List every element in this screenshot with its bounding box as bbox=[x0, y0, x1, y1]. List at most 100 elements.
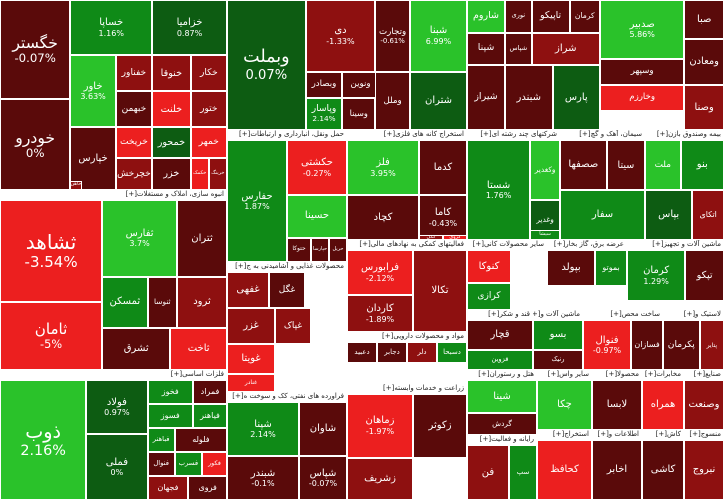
stock-tile[interactable]: ثمسکن bbox=[102, 276, 148, 328]
stock-tile[interactable]: حتوکا bbox=[287, 237, 311, 262]
sector-header[interactable]: استخراج[+] bbox=[537, 430, 592, 440]
stock-tile[interactable]: غگل bbox=[269, 272, 305, 308]
stock-tile[interactable]: شراز bbox=[531, 32, 600, 65]
stock-tile[interactable]: خزامیا 0.87% bbox=[152, 0, 227, 56]
stock-tile[interactable]: شاروم bbox=[467, 0, 505, 33]
stock-tile[interactable]: پکرمان bbox=[663, 320, 700, 370]
stock-tile[interactable]: غنادر bbox=[227, 374, 275, 392]
expand-marker[interactable]: [+] bbox=[472, 240, 484, 248]
stock-tile[interactable]: فلز 3.95% bbox=[347, 140, 419, 195]
stock-tile[interactable]: فلوله bbox=[174, 428, 227, 452]
stock-tile[interactable]: قچار bbox=[467, 320, 533, 350]
stock-tile[interactable]: نبروج bbox=[684, 440, 724, 500]
stock-tile[interactable]: وتجارت -0.61% bbox=[375, 0, 410, 72]
stock-tile[interactable]: ملت bbox=[645, 140, 681, 190]
stock-tile[interactable]: خنوقا bbox=[152, 55, 191, 92]
sector-header[interactable]: لاستیک و[+] bbox=[663, 310, 724, 320]
sector-header[interactable]: منسوج[+] bbox=[684, 430, 724, 440]
stock-tile[interactable]: غزر bbox=[227, 308, 275, 344]
stock-tile[interactable]: فملی 0% bbox=[86, 434, 148, 500]
sector-header[interactable]: انبوه سازی، املاک و مستغلات[+] bbox=[0, 190, 227, 200]
expand-marker[interactable]: [+] bbox=[479, 435, 492, 443]
stock-tile[interactable]: شتران bbox=[410, 71, 467, 130]
stock-tile[interactable]: شپنا 2.14% bbox=[227, 402, 299, 456]
stock-tile[interactable]: ونوین bbox=[342, 71, 379, 98]
sector-header[interactable]: کاش[+] bbox=[642, 430, 684, 440]
stock-tile[interactable]: شاوان bbox=[299, 402, 347, 456]
sector-header[interactable]: سیمان، آهک و گچ[+] bbox=[560, 130, 645, 140]
stock-tile[interactable]: کرمان 1.29% bbox=[627, 250, 686, 301]
stock-tile[interactable]: دسبحا bbox=[437, 342, 467, 363]
expand-marker[interactable]: [+] bbox=[488, 310, 500, 318]
stock-tile[interactable]: ختور bbox=[190, 91, 227, 128]
sector-header[interactable]: مواد و محصولات دارویی[+] bbox=[347, 332, 467, 342]
stock-tile[interactable]: لابسا bbox=[592, 380, 642, 430]
expand-marker[interactable]: [+] bbox=[644, 370, 657, 378]
stock-tile[interactable]: خساپا 1.16% bbox=[70, 0, 153, 56]
stock-tile[interactable]: کروی bbox=[443, 235, 467, 240]
expand-marker[interactable]: [+] bbox=[359, 240, 371, 248]
stock-tile[interactable]: غپاک bbox=[275, 308, 311, 344]
stock-tile[interactable]: دعبید bbox=[347, 342, 377, 363]
sector-header[interactable]: استخراج کانه های فلزی[+] bbox=[347, 130, 467, 140]
sector-header[interactable]: محصولات غذایی و آشامیدنی به ج[+] bbox=[227, 262, 347, 272]
stock-tile[interactable]: کنوکا bbox=[467, 250, 511, 283]
stock-tile[interactable]: خاور 3.63% bbox=[70, 55, 116, 128]
stock-tile[interactable]: ثتران bbox=[177, 200, 227, 277]
expand-marker[interactable]: [+] bbox=[547, 370, 560, 378]
stock-tile[interactable]: ثنوسا bbox=[147, 276, 178, 328]
stock-tile[interactable]: وملل bbox=[375, 71, 410, 130]
sector-header[interactable]: بیمه وصندوق بازن[+] bbox=[645, 130, 724, 140]
stock-tile[interactable]: زشریف bbox=[347, 457, 413, 500]
stock-tile[interactable]: حپارسا bbox=[311, 237, 329, 262]
stock-tile[interactable]: سیتا bbox=[606, 140, 645, 190]
sector-header[interactable]: ماشین آلات و[+] bbox=[533, 310, 583, 320]
stock-tile[interactable]: خریخت bbox=[115, 127, 153, 158]
stock-tile[interactable]: ثامان -5% bbox=[0, 302, 103, 370]
stock-tile[interactable]: دجابر bbox=[377, 342, 407, 363]
sector-header[interactable]: ساخت محص[+] bbox=[583, 310, 663, 320]
stock-tile[interactable]: کگل bbox=[419, 235, 443, 240]
sector-header[interactable]: اطلاعات و[+] bbox=[592, 430, 642, 440]
stock-tile[interactable]: شستا 1.76% bbox=[467, 140, 531, 240]
stock-tile[interactable]: خفناور bbox=[115, 55, 153, 92]
expand-marker[interactable]: [+] bbox=[125, 190, 137, 198]
stock-tile[interactable]: شپاس -0.07% bbox=[299, 455, 347, 500]
stock-tile[interactable]: خاهن bbox=[70, 180, 82, 190]
stock-tile[interactable]: فجهان bbox=[147, 476, 189, 500]
stock-tile[interactable]: کاشی bbox=[642, 440, 684, 500]
expand-marker[interactable]: [+] bbox=[605, 370, 618, 378]
stock-tile[interactable]: ثرود bbox=[177, 276, 227, 328]
stock-tile[interactable]: کچاد bbox=[347, 195, 419, 240]
stock-tile[interactable]: شیراز bbox=[467, 65, 505, 130]
sector-header[interactable]: قند و شکر[+] bbox=[467, 310, 533, 320]
stock-tile[interactable]: اخابر bbox=[592, 440, 642, 500]
stock-tile[interactable]: فکور bbox=[202, 452, 227, 476]
stock-tile[interactable]: چکا bbox=[537, 380, 592, 430]
expand-marker[interactable]: [+] bbox=[383, 130, 396, 138]
stock-tile[interactable]: ثاخت bbox=[170, 327, 227, 370]
stock-tile[interactable]: صصفها bbox=[560, 140, 607, 190]
stock-tile[interactable]: خرینگ bbox=[208, 157, 227, 190]
expand-marker[interactable]: [+] bbox=[610, 310, 622, 318]
stock-tile[interactable]: فباهنر bbox=[147, 428, 175, 452]
stock-tile[interactable]: خمهر bbox=[190, 127, 227, 158]
stock-tile[interactable]: فنوال bbox=[147, 452, 175, 476]
stock-tile[interactable]: شپنا bbox=[467, 32, 505, 65]
stock-tile[interactable]: دی -1.33% bbox=[305, 0, 376, 72]
stock-tile[interactable]: ذوب 2.16% bbox=[0, 380, 87, 500]
stock-tile[interactable]: فرابورس -2.12% bbox=[347, 250, 413, 296]
stock-tile[interactable]: فولاد 0.97% bbox=[86, 380, 148, 434]
stock-tile[interactable]: حفارس 1.87% bbox=[227, 140, 287, 262]
sector-header[interactable]: محصولا[+] bbox=[592, 370, 642, 380]
stock-tile[interactable]: فسازان bbox=[631, 320, 663, 370]
stock-tile[interactable]: غفهی bbox=[227, 272, 269, 308]
stock-tile[interactable]: پارس bbox=[552, 65, 600, 130]
stock-tile[interactable]: وصنا bbox=[684, 84, 724, 130]
stock-tile[interactable]: بپولد bbox=[547, 250, 595, 286]
sector-header[interactable]: شرکتهای چند رشته ای[+] bbox=[467, 130, 560, 140]
stock-tile[interactable]: همراه bbox=[642, 380, 684, 430]
stock-tile[interactable]: شبندر -0.1% bbox=[227, 455, 299, 500]
stock-tile[interactable]: خگستر -0.07% bbox=[0, 0, 71, 99]
stock-tile[interactable]: شپاس bbox=[505, 32, 532, 65]
